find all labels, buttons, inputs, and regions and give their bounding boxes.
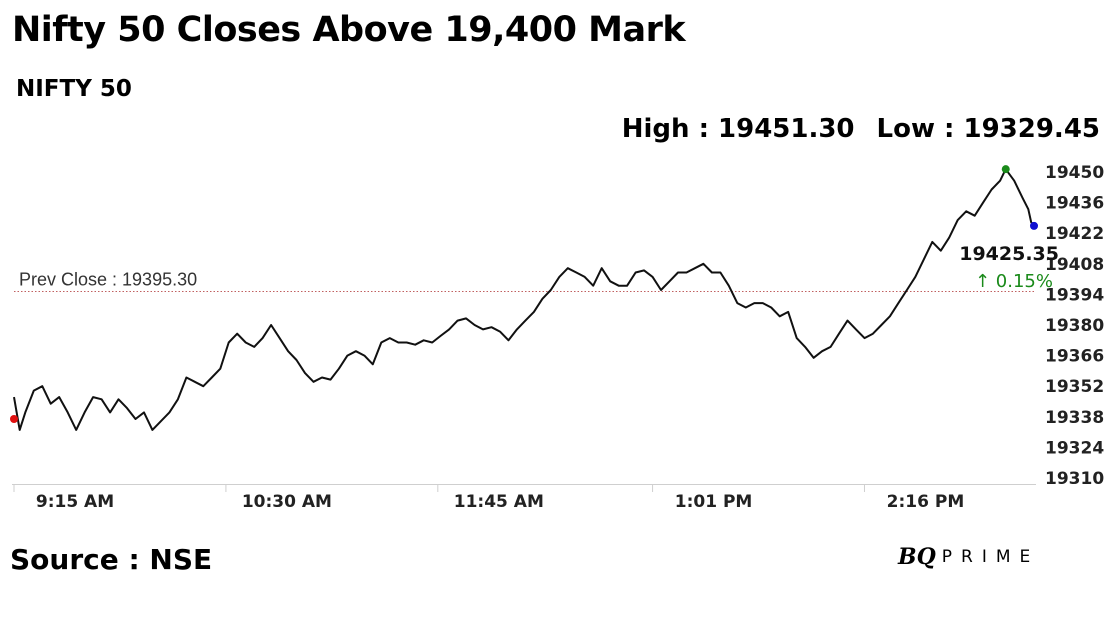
bq-prime-logo: BQ PRIME: [898, 544, 1039, 570]
y-tick-label: 19324: [1045, 438, 1104, 458]
y-tick-label: 19352: [1045, 377, 1104, 397]
y-tick-label: 19310: [1045, 469, 1104, 489]
y-tick-label: 19380: [1045, 316, 1104, 336]
source-note: Source : NSE: [10, 543, 213, 576]
day-low: Low : 19329.45: [876, 114, 1100, 144]
day-high: High : 19451.30: [621, 114, 855, 144]
price-line: [13, 168, 1035, 431]
y-tick-label: 19338: [1045, 408, 1104, 428]
change-label: ↑ 0.15%: [975, 271, 1053, 292]
high-low-stats: High : 19451.30 Low : 19329.45: [622, 114, 1100, 144]
y-tick-label: 19436: [1045, 194, 1104, 214]
logo-prime: PRIME: [941, 547, 1040, 567]
y-tick-label: 19394: [1045, 285, 1104, 305]
page-title: Nifty 50 Closes Above 19,400 Mark: [12, 10, 686, 50]
high-point: [1001, 165, 1010, 174]
x-tick-label: 1:01 PM: [675, 492, 753, 512]
x-tick-label: 10:30 AM: [242, 492, 332, 512]
logo-bq: BQ: [898, 544, 936, 570]
x-tick-label: 2:16 PM: [887, 492, 965, 512]
index-name: NIFTY 50: [16, 76, 132, 102]
y-tick-label: 19422: [1045, 224, 1104, 244]
last-price-label: 19425.35: [959, 243, 1059, 265]
open-point: [10, 414, 18, 423]
x-tick-label: 11:45 AM: [454, 492, 544, 512]
prev-close-label: Prev Close : 19395.30: [19, 270, 197, 290]
y-tick-label: 19450: [1045, 163, 1104, 183]
y-tick-label: 19408: [1045, 255, 1104, 275]
x-tick-label: 9:15 AM: [36, 492, 114, 512]
y-tick-label: 19366: [1045, 347, 1104, 367]
close-point: [1030, 221, 1038, 230]
